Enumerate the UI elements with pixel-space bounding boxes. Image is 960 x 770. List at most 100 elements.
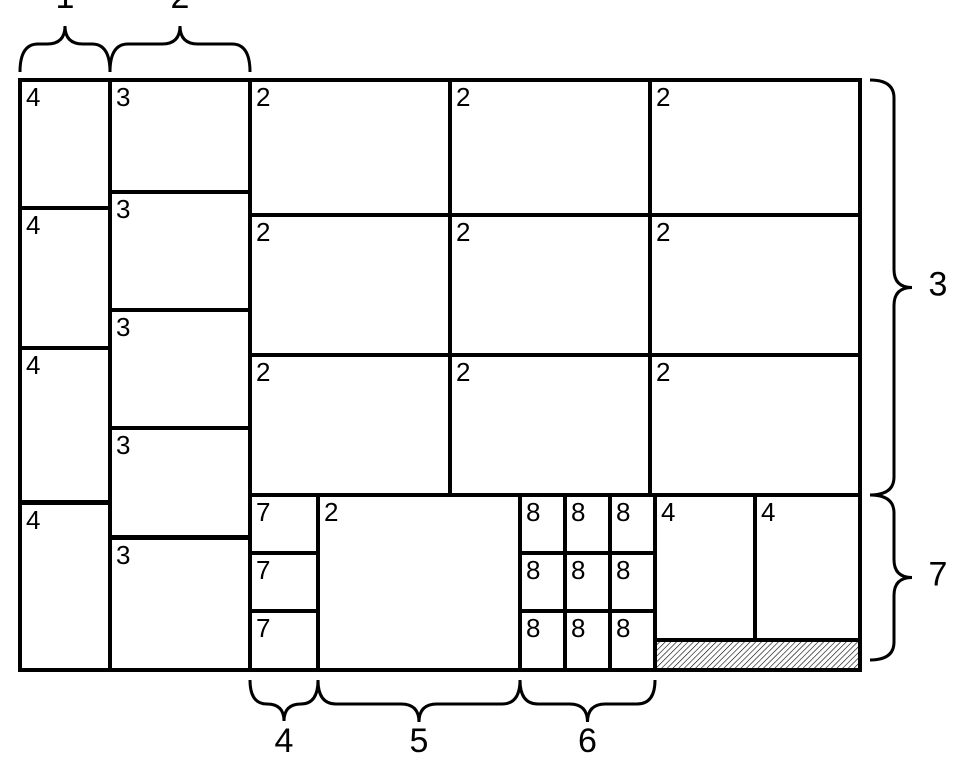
bracket-bottom-5: 5	[318, 680, 520, 760]
bracket-path	[520, 680, 655, 722]
cell-rect	[250, 80, 450, 215]
grid-cell: 8	[565, 611, 610, 670]
cell-label: 3	[116, 312, 130, 342]
cell-rect	[318, 495, 520, 670]
grid-cell: 2	[250, 355, 450, 495]
cell-label: 3	[116, 82, 130, 112]
grid-cell: 8	[520, 553, 565, 611]
cell-label: 8	[616, 555, 630, 585]
diagram-root: 4444333332222222227772888888888441237456	[0, 0, 960, 770]
grid-cell: 4	[20, 503, 110, 670]
cell-rect	[650, 80, 860, 215]
cell-label: 2	[656, 82, 670, 112]
grid-cell: 2	[450, 355, 650, 495]
grid-cell: 8	[565, 495, 610, 553]
cell-label: 2	[256, 217, 270, 247]
bracket-path	[20, 26, 110, 72]
grid-cell: 2	[650, 215, 860, 355]
grid-cell: 2	[250, 215, 450, 355]
cell-label: 4	[661, 497, 675, 527]
bracket-path	[250, 680, 318, 721]
cell-label: 3	[116, 540, 130, 570]
cell-label: 8	[616, 497, 630, 527]
grid-cell: 2	[450, 80, 650, 215]
bracket-path	[110, 26, 250, 72]
cell-rect	[450, 215, 650, 355]
cell-rect	[450, 355, 650, 495]
grid-cell: 4	[655, 495, 755, 640]
cell-label: 8	[526, 555, 540, 585]
grid-cell: 3	[110, 192, 250, 310]
grid-cell: 2	[318, 495, 520, 670]
cell-label: 2	[656, 217, 670, 247]
bracket-path	[870, 495, 912, 660]
grid-cell: 7	[250, 553, 318, 611]
bracket-right-3: 3	[870, 80, 947, 495]
grid-cell: 3	[110, 80, 250, 192]
cell-label: 8	[526, 613, 540, 643]
cell-label: 4	[26, 210, 40, 240]
cell-label: 2	[456, 217, 470, 247]
grid-cell: 8	[610, 553, 655, 611]
grid-cell: 8	[610, 611, 655, 670]
cell-label: 8	[616, 613, 630, 643]
grid-cell: 2	[250, 80, 450, 215]
cell-rect	[650, 215, 860, 355]
bracket-right-7: 7	[870, 495, 947, 660]
cell-label: 4	[26, 350, 40, 380]
bracket-top-1: 1	[20, 0, 110, 72]
cell-rect	[110, 428, 250, 538]
cell-label: 2	[256, 357, 270, 387]
grid-cell: 2	[650, 355, 860, 495]
cell-label: 2	[456, 82, 470, 112]
cell-label: 7	[256, 555, 270, 585]
bracket-label: 1	[56, 0, 75, 16]
cell-label: 7	[256, 497, 270, 527]
grid-cell: 3	[110, 538, 250, 670]
cell-rect	[250, 355, 450, 495]
cell-rect	[110, 538, 250, 670]
cell-rect	[110, 310, 250, 428]
cell-label: 2	[324, 497, 338, 527]
cell-label: 2	[456, 357, 470, 387]
bracket-label: 4	[275, 722, 294, 760]
bracket-bottom-6: 6	[520, 680, 655, 760]
grid-cell: 4	[755, 495, 860, 640]
bracket-bottom-4: 4	[250, 680, 318, 760]
cell-rect	[250, 215, 450, 355]
cell-label: 2	[256, 82, 270, 112]
grid-cell: 7	[250, 611, 318, 670]
grid-cell: 3	[110, 428, 250, 538]
cell-rect	[110, 80, 250, 192]
grid-cell: 8	[520, 495, 565, 553]
cell-rect	[450, 80, 650, 215]
cell-rect	[110, 192, 250, 310]
hatched-region	[655, 640, 860, 670]
grid-cell: 4	[20, 80, 110, 208]
cell-label: 8	[571, 613, 585, 643]
cell-label: 4	[26, 505, 40, 535]
grid-cell: 8	[610, 495, 655, 553]
grid-cell: 2	[450, 215, 650, 355]
grid-cell: 7	[250, 495, 318, 553]
cell-label: 4	[761, 497, 775, 527]
grid-cell: 2	[650, 80, 860, 215]
cell-label: 3	[116, 194, 130, 224]
cell-label: 2	[656, 357, 670, 387]
cell-rect	[650, 355, 860, 495]
bracket-label: 6	[578, 722, 597, 760]
grid-cell: 8	[565, 553, 610, 611]
bracket-label: 7	[929, 556, 948, 594]
grid-cell: 4	[20, 208, 110, 348]
bracket-top-2: 2	[110, 0, 250, 72]
cell-label: 8	[571, 555, 585, 585]
bracket-label: 3	[929, 266, 948, 304]
grid-cell: 8	[520, 611, 565, 670]
bracket-label: 5	[410, 722, 429, 760]
cell-label: 8	[571, 497, 585, 527]
bracket-label: 2	[171, 0, 190, 16]
bracket-path	[318, 680, 520, 722]
cell-label: 3	[116, 430, 130, 460]
grid-cell: 4	[20, 348, 110, 503]
cell-label: 8	[526, 497, 540, 527]
